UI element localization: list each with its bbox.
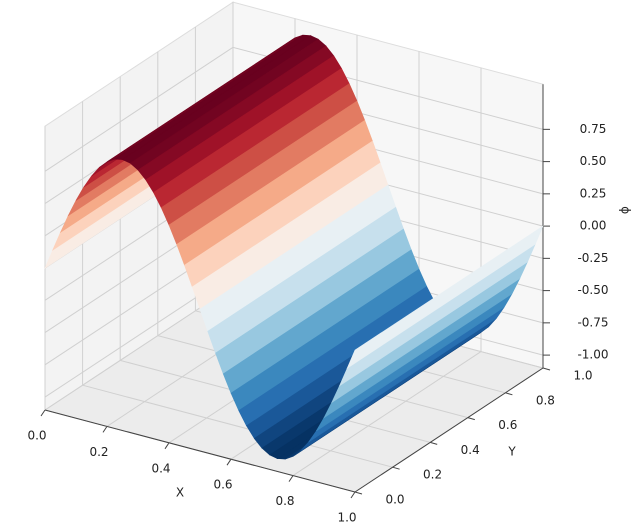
y-tick-label: 0.4 bbox=[461, 443, 480, 457]
x-tick bbox=[40, 409, 46, 417]
z-tick-label: 0.25 bbox=[580, 186, 607, 200]
y-tick bbox=[467, 417, 475, 421]
y-tick-label: 0.2 bbox=[423, 468, 442, 482]
y-tick bbox=[354, 491, 363, 495]
z-tick-label: -0.50 bbox=[577, 283, 608, 297]
x-tick-label: 0.8 bbox=[275, 494, 294, 508]
x-tick bbox=[102, 426, 108, 433]
z-tick-label: 0.00 bbox=[580, 219, 607, 233]
x-tick-label: 0.4 bbox=[151, 461, 170, 475]
y-tick bbox=[430, 441, 438, 445]
grid-line bbox=[44, 46, 234, 172]
z-tick-label: 0.50 bbox=[580, 154, 607, 168]
y-tick-label: 0.0 bbox=[385, 493, 404, 507]
surface-facet bbox=[346, 225, 544, 369]
x-tick-label: 0.0 bbox=[27, 429, 46, 443]
z-tick-label: -0.75 bbox=[577, 315, 608, 329]
x-tick-label: 1.0 bbox=[337, 511, 356, 524]
y-tick bbox=[542, 367, 551, 371]
y-axis-label: Y bbox=[507, 445, 516, 459]
grid-line bbox=[292, 351, 482, 477]
y-tick-label: 0.8 bbox=[536, 393, 555, 407]
y-tick-label: 0.6 bbox=[498, 418, 517, 432]
z-tick-label: -0.25 bbox=[577, 251, 608, 265]
z-tick-label: 0.75 bbox=[580, 122, 607, 136]
x-tick-label: 0.2 bbox=[89, 445, 108, 459]
z-tick-label: -1.00 bbox=[577, 348, 608, 362]
x-tick bbox=[350, 491, 356, 499]
y-tick bbox=[505, 392, 513, 396]
x-axis-label: X bbox=[176, 486, 184, 500]
x-tick bbox=[164, 442, 170, 450]
x-axis bbox=[44, 409, 356, 493]
y-tick-label: 1.0 bbox=[573, 369, 592, 383]
x-tick-label: 0.6 bbox=[213, 478, 232, 492]
grid-line bbox=[82, 384, 393, 468]
x-tick bbox=[226, 458, 232, 466]
y-axis bbox=[354, 367, 544, 493]
x-tick bbox=[288, 475, 294, 482]
z-axis-label: ϕ bbox=[618, 206, 632, 214]
y-tick bbox=[392, 466, 400, 470]
